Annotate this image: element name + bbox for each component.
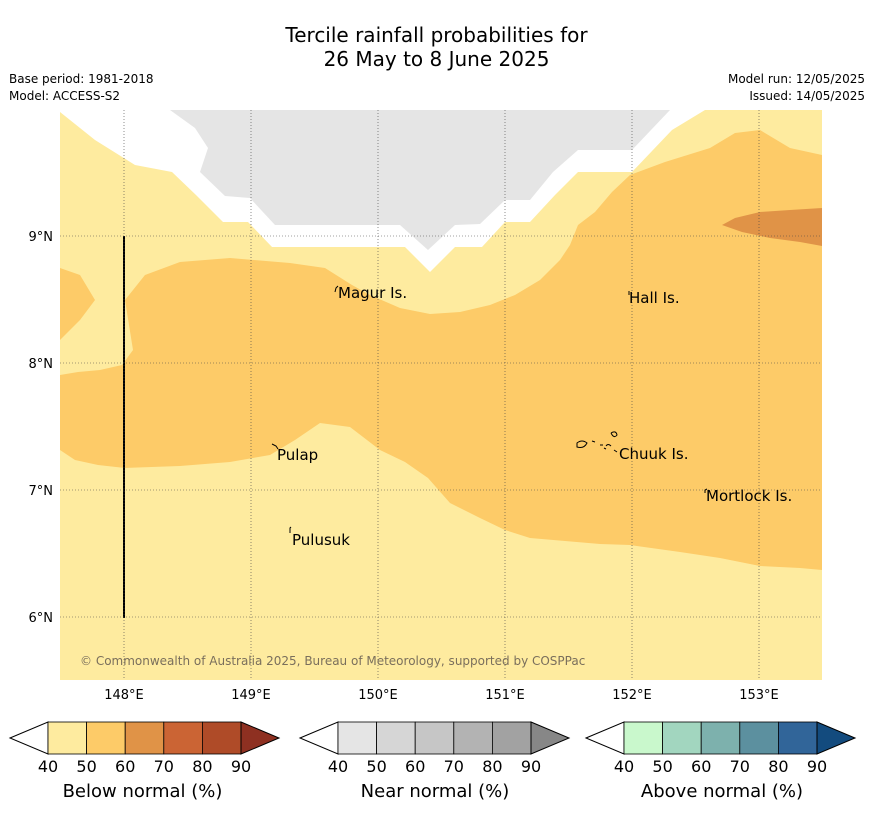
island-mortlock bbox=[704, 488, 708, 493]
model-run-date: Model run: 12/05/2025 bbox=[727, 72, 865, 86]
colorbar-tick: 70 bbox=[154, 757, 174, 776]
place-pulap: Pulap bbox=[277, 446, 318, 464]
colorbar-tick: 40 bbox=[328, 757, 348, 776]
place-mortlock: Mortlock Is. bbox=[706, 487, 792, 505]
colorbar-segment bbox=[623, 721, 663, 755]
island-pulusuk bbox=[289, 526, 292, 533]
colorbar-tick: 90 bbox=[521, 757, 541, 776]
lat-tick-9N: 9°N bbox=[29, 230, 54, 245]
colorbar-extend-low bbox=[8, 721, 49, 755]
colorbars: 40 50 60 70 80 90 40 50 60 70 80 90 40 50 60 70 80 90 bbox=[8, 721, 857, 776]
colorbar-segment bbox=[86, 721, 126, 755]
lon-tick-151E: 151°E bbox=[485, 688, 525, 703]
region-below-70 bbox=[722, 208, 822, 246]
colorbar-tick: 50 bbox=[652, 757, 672, 776]
colorbar-segment bbox=[491, 721, 532, 755]
colorbar-segment bbox=[163, 721, 203, 755]
colorbar-tick: 90 bbox=[807, 757, 827, 776]
colorbar-segment bbox=[739, 721, 779, 755]
place-pulusuk: Pulusuk bbox=[292, 531, 350, 549]
lon-tick-150E: 150°E bbox=[358, 688, 398, 703]
lat-tick-7N: 7°N bbox=[29, 484, 54, 499]
colorbar-segment bbox=[124, 721, 165, 755]
lat-tick-6N: 6°N bbox=[29, 611, 54, 626]
colorbar-segment bbox=[337, 721, 377, 755]
colorbar-tick: 80 bbox=[192, 757, 212, 776]
colorbar-tick: 80 bbox=[482, 757, 502, 776]
island-magur bbox=[334, 285, 339, 293]
lon-tick-148E: 148°E bbox=[104, 688, 144, 703]
place-hall: Hall Is. bbox=[629, 289, 680, 307]
region-near-normal-grey bbox=[170, 110, 670, 250]
place-chuuk: Chuuk Is. bbox=[619, 445, 688, 463]
colorbar-extend-high bbox=[240, 721, 281, 755]
lon-tick-153E: 153°E bbox=[739, 688, 779, 703]
colorbar-tick: 60 bbox=[115, 757, 135, 776]
copyright-notice: © Commonwealth of Australia 2025, Bureau… bbox=[80, 654, 585, 668]
colorbar-extend-high bbox=[530, 721, 571, 755]
island-outlines bbox=[271, 285, 708, 533]
colorbar-segment bbox=[778, 721, 818, 755]
chart-title-line1: Tercile rainfall probabilities for bbox=[285, 23, 588, 47]
colorbar-tick: 40 bbox=[38, 757, 58, 776]
model-name: Model: ACCESS-S2 bbox=[9, 89, 121, 103]
colorbar-segment bbox=[453, 721, 493, 755]
colorbar-segment bbox=[376, 721, 416, 755]
gridlines bbox=[60, 110, 822, 680]
colorbar-tick: 50 bbox=[366, 757, 386, 776]
island-pulap bbox=[271, 443, 279, 450]
colorbar-tick: 60 bbox=[405, 757, 425, 776]
chart-title-line2: 26 May to 8 June 2025 bbox=[323, 47, 550, 71]
colorbar-tick: 80 bbox=[768, 757, 788, 776]
colorbar-segment bbox=[700, 721, 741, 755]
colorbar-label-near: Near normal (%) bbox=[360, 781, 510, 802]
colorbar-extend-low bbox=[584, 721, 625, 755]
colorbar-tick: 60 bbox=[691, 757, 711, 776]
region-below-60-west bbox=[60, 268, 95, 340]
lat-tick-8N: 8°N bbox=[29, 357, 54, 372]
colorbar-extend-high bbox=[816, 721, 857, 755]
colorbar-label-above: Above normal (%) bbox=[640, 781, 804, 802]
issued-date: Issued: 14/05/2025 bbox=[749, 89, 865, 103]
base-period: Base period: 1981-2018 bbox=[9, 72, 154, 86]
colorbar-tick: 70 bbox=[730, 757, 750, 776]
colorbar-tick: 90 bbox=[231, 757, 251, 776]
lon-tick-149E: 149°E bbox=[231, 688, 271, 703]
colorbar-segment bbox=[662, 721, 702, 755]
colorbar-segment bbox=[201, 721, 242, 755]
colorbar-tick: 50 bbox=[76, 757, 96, 776]
island-chuuk bbox=[576, 431, 618, 453]
colorbar-segment bbox=[414, 721, 455, 755]
colorbar-tick: 70 bbox=[444, 757, 464, 776]
colorbar-tick: 40 bbox=[614, 757, 634, 776]
colorbar-segment bbox=[47, 721, 87, 755]
colorbar-label-below: Below normal (%) bbox=[62, 781, 223, 802]
place-magur: Magur Is. bbox=[338, 284, 407, 302]
colorbar-extend-low bbox=[298, 721, 339, 755]
region-below-60 bbox=[60, 130, 822, 570]
lon-tick-152E: 152°E bbox=[612, 688, 652, 703]
